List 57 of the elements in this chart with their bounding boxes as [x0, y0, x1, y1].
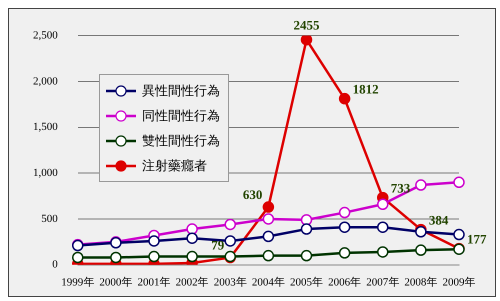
x-tick-label: 2006年 — [328, 276, 362, 288]
y-tick-label: 1,500 — [33, 121, 58, 134]
x-tick-label: 2001年 — [138, 276, 170, 288]
point — [377, 246, 388, 258]
data-label: 177 — [467, 231, 487, 246]
point — [72, 252, 84, 264]
x-tick-label: 2009年 — [442, 276, 476, 288]
point — [453, 176, 465, 188]
point — [262, 230, 274, 242]
data-label: 630 — [242, 186, 262, 202]
point — [300, 250, 312, 262]
x-tick-label: 2008年 — [404, 276, 438, 288]
y-tick-label: 2,500 — [33, 29, 58, 42]
data-label: 733 — [390, 180, 411, 196]
point — [186, 250, 198, 262]
point — [186, 232, 198, 244]
point — [338, 206, 350, 218]
data-label: 2455 — [294, 18, 320, 33]
point — [148, 250, 160, 262]
point — [377, 221, 388, 233]
x-tick-label: 2005年 — [290, 276, 323, 288]
x-tick-label: 2003年 — [214, 276, 247, 288]
y-tick-label: 0 — [52, 258, 58, 271]
point — [453, 228, 465, 240]
point — [186, 223, 198, 235]
data-label: 1812 — [352, 82, 379, 97]
point — [338, 221, 350, 233]
y-tick-label: 2,000 — [33, 75, 58, 88]
legend-label: 雙性間性行為 — [142, 132, 220, 150]
point — [224, 218, 236, 230]
point — [300, 223, 312, 235]
point — [415, 179, 427, 191]
y-tick-label: 500 — [41, 212, 58, 225]
legend-label: 注射藥癮者 — [142, 158, 207, 174]
point — [148, 235, 160, 247]
point — [110, 252, 122, 264]
x-tick-label: 2004年 — [252, 276, 285, 288]
legend-label: 異性間性行為 — [142, 82, 220, 100]
point — [377, 198, 388, 210]
point — [224, 235, 236, 247]
data-label: 384 — [428, 212, 449, 228]
x-tick-label: 2000年 — [99, 276, 132, 288]
point — [338, 92, 350, 104]
x-tick-label: 2007年 — [366, 276, 400, 288]
x-tick-label: 1999年 — [61, 276, 94, 288]
legend-label: 同性間性行為 — [142, 108, 220, 124]
point — [262, 250, 274, 262]
point — [300, 214, 312, 226]
point — [262, 213, 274, 225]
y-tick-label: 1,000 — [33, 167, 58, 180]
data-label: 79 — [211, 237, 225, 252]
x-tick-label: 2002年 — [176, 276, 209, 288]
point — [415, 244, 427, 256]
point — [338, 247, 350, 259]
point — [262, 201, 274, 213]
point — [300, 36, 312, 46]
point — [415, 226, 427, 238]
